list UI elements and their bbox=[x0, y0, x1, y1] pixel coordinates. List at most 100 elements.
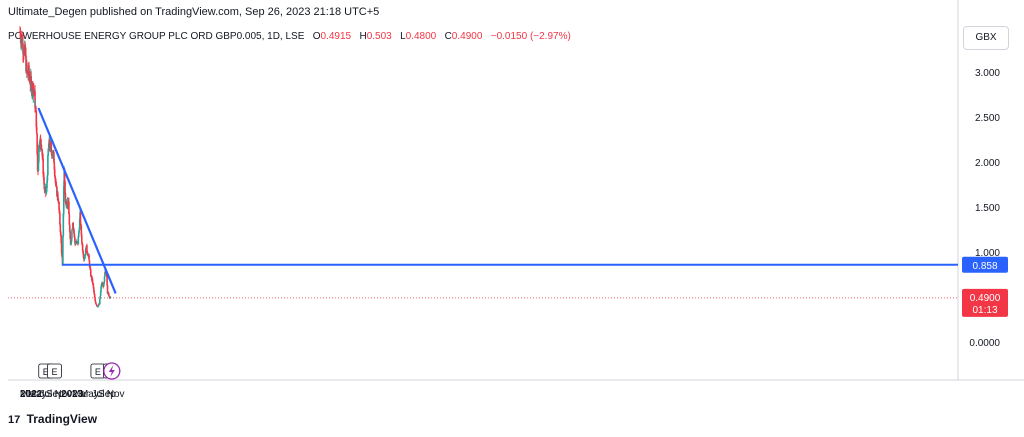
candle-body bbox=[73, 230, 75, 235]
candle-body bbox=[39, 138, 42, 140]
footer-brand: TradingView bbox=[26, 412, 98, 426]
candle-body bbox=[88, 260, 91, 267]
candle-body bbox=[42, 158, 44, 174]
candle-body bbox=[77, 232, 80, 237]
candle-body bbox=[92, 283, 95, 288]
publisher-header: Ultimate_Degen published on TradingView.… bbox=[8, 6, 380, 18]
lightning-icon-glyph bbox=[108, 365, 115, 377]
candle-body bbox=[30, 76, 32, 82]
candle-body bbox=[60, 235, 62, 244]
candle-body bbox=[93, 294, 96, 298]
low-key: L bbox=[400, 31, 406, 42]
candle-body bbox=[47, 148, 50, 156]
candle-body bbox=[22, 43, 24, 55]
y-tick-label: 2.500 bbox=[975, 113, 1000, 124]
candle-body bbox=[89, 270, 92, 277]
candle-body bbox=[38, 145, 40, 162]
candle-body bbox=[62, 213, 65, 237]
candle-body bbox=[105, 274, 108, 276]
candle-body bbox=[100, 286, 102, 292]
candle-body bbox=[64, 193, 67, 202]
tradingview-footer: 17 TradingView bbox=[8, 412, 97, 426]
x-tick-label: 2023 bbox=[61, 389, 84, 400]
candle-body bbox=[39, 138, 41, 147]
candle-body bbox=[23, 48, 26, 55]
candle-body bbox=[46, 175, 49, 181]
candle-body bbox=[59, 224, 62, 233]
candle-body bbox=[35, 127, 38, 134]
close-value: 0.4900 bbox=[451, 31, 483, 42]
candle-body bbox=[53, 169, 56, 177]
x-tick-label: Sep bbox=[46, 389, 64, 400]
candle-body bbox=[77, 236, 80, 245]
candle-body bbox=[34, 90, 36, 108]
candle-body bbox=[104, 272, 106, 277]
candle-body bbox=[64, 181, 66, 194]
candle-body bbox=[54, 176, 56, 179]
candle-body bbox=[62, 185, 65, 214]
x-tick-label: Sep bbox=[98, 389, 116, 400]
bar-countdown-label: 01:13 bbox=[972, 305, 997, 316]
high-key: H bbox=[359, 31, 367, 42]
candle-body bbox=[99, 291, 102, 296]
candle-body bbox=[93, 291, 96, 295]
x-tick-label: Nov bbox=[107, 389, 125, 400]
x-tick-label: Nov bbox=[55, 389, 73, 400]
candle-body bbox=[62, 236, 64, 264]
candle-body bbox=[59, 213, 61, 225]
candle-body bbox=[47, 143, 50, 149]
change-value: −0.0150 (−2.97%) bbox=[490, 31, 571, 42]
candle-body bbox=[100, 284, 103, 287]
open-key: O bbox=[312, 31, 321, 42]
support-level-label-bg bbox=[962, 256, 1008, 273]
candle-body bbox=[92, 287, 95, 292]
candle-body bbox=[90, 275, 93, 280]
candle-body bbox=[53, 162, 56, 170]
candle-body bbox=[106, 285, 109, 294]
candle-body bbox=[60, 243, 63, 254]
tradingview-logo-icon: 17 bbox=[8, 414, 21, 426]
candle-body bbox=[74, 237, 76, 244]
symbol-name: POWERHOUSE ENERGY GROUP PLC ORD GBP0.005… bbox=[8, 31, 305, 42]
currency-button[interactable]: GBX bbox=[963, 26, 1009, 50]
last-price-label-bg bbox=[962, 288, 1008, 317]
candle-body bbox=[91, 278, 94, 283]
candle-body bbox=[95, 302, 97, 305]
candle-body bbox=[68, 201, 70, 214]
symbol-legend: POWERHOUSE ENERGY GROUP PLC ORD GBP0.005… bbox=[8, 31, 571, 42]
candle-body bbox=[69, 238, 72, 245]
candle-body bbox=[81, 244, 84, 251]
candle-body bbox=[94, 297, 96, 301]
candle-body bbox=[80, 225, 83, 236]
candle-body bbox=[84, 255, 87, 257]
earnings-marker[interactable] bbox=[47, 363, 62, 379]
earnings-marker-label: E bbox=[95, 367, 101, 377]
earnings-marker-label: E bbox=[51, 367, 57, 377]
candle-body bbox=[94, 300, 97, 303]
candle-body bbox=[65, 201, 68, 207]
candle-body bbox=[106, 275, 108, 286]
candle-body bbox=[26, 71, 29, 74]
candle-body bbox=[43, 177, 45, 185]
candle-body bbox=[68, 213, 71, 225]
candle-body bbox=[98, 299, 101, 305]
descending-trendline[interactable] bbox=[37, 107, 117, 294]
candle-body bbox=[53, 152, 55, 163]
high-value: 0.503 bbox=[366, 31, 392, 42]
candle-body bbox=[47, 155, 49, 176]
candle-body bbox=[36, 153, 39, 171]
candle-body bbox=[97, 304, 100, 307]
x-tick-label: May bbox=[28, 389, 47, 400]
candle-body bbox=[40, 144, 43, 149]
candle-body bbox=[46, 180, 48, 188]
x-tick-label: Jul bbox=[39, 389, 52, 400]
candle-body bbox=[73, 234, 76, 238]
y-tick-label: 0.0000 bbox=[969, 338, 1000, 349]
candle-body bbox=[88, 255, 90, 261]
candle-body bbox=[63, 168, 66, 182]
candle-body bbox=[24, 44, 26, 55]
support-level-label: 0.858 bbox=[972, 261, 997, 272]
candle-body bbox=[28, 65, 30, 75]
open-value: 0.4915 bbox=[320, 31, 352, 42]
